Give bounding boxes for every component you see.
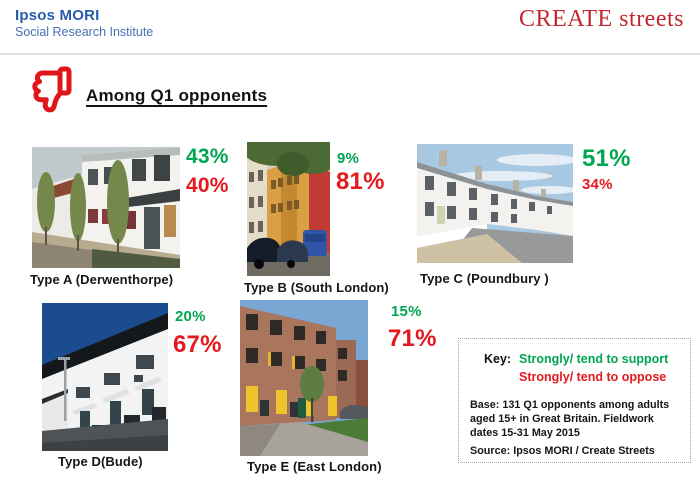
type-a-house-image bbox=[32, 147, 180, 268]
base-note: Base: 131 Q1 opponents among adults aged… bbox=[470, 399, 670, 439]
type-e-support-value: 15% bbox=[391, 303, 422, 320]
type-b-oppose-value: 81% bbox=[336, 168, 385, 195]
type-d-label: Type D(Bude) bbox=[58, 454, 143, 469]
section-title: Among Q1 opponents bbox=[86, 86, 268, 105]
type-b-label: Type B (South London) bbox=[244, 280, 389, 295]
type-d-support-value: 20% bbox=[175, 308, 206, 325]
type-c-house-image bbox=[417, 144, 573, 263]
type-a-label: Type A (Derwenthorpe) bbox=[30, 272, 174, 287]
type-c-label: Type C (Poundbury ) bbox=[420, 271, 549, 286]
type-c-support-value: 51% bbox=[582, 145, 631, 172]
source-note: Source: Ipsos MORI / Create Streets bbox=[470, 445, 655, 457]
header-divider bbox=[0, 53, 700, 55]
thumbs-down-icon bbox=[23, 64, 75, 118]
type-e-photo bbox=[240, 300, 368, 456]
type-a-support-value: 43% bbox=[186, 145, 229, 168]
ipsos-mori-logo: Ipsos MORI Social Research Institute bbox=[15, 7, 153, 39]
create-streets-brand: CREATE streets bbox=[519, 6, 684, 32]
type-b-house-image bbox=[247, 142, 330, 276]
type-d-oppose-value: 67% bbox=[173, 331, 222, 358]
key-support-text: Strongly/ tend to support bbox=[519, 352, 669, 366]
type-e-house-image bbox=[240, 300, 368, 456]
type-d-photo bbox=[42, 303, 168, 451]
type-a-photo bbox=[32, 147, 180, 268]
type-b-photo bbox=[247, 142, 330, 276]
type-a-oppose-value: 40% bbox=[186, 174, 229, 197]
key-box: Key: Strongly/ tend to support Strongly/… bbox=[458, 338, 691, 463]
type-d-house-image bbox=[42, 303, 168, 451]
logo-subtitle: Social Research Institute bbox=[15, 25, 154, 39]
key-oppose-text: Strongly/ tend to oppose bbox=[519, 370, 667, 384]
type-c-photo bbox=[417, 144, 573, 263]
type-e-oppose-value: 71% bbox=[388, 325, 437, 352]
type-c-oppose-value: 34% bbox=[582, 176, 613, 193]
key-label: Key: bbox=[484, 352, 512, 366]
logo-title: Ipsos MORI bbox=[15, 7, 100, 24]
type-b-support-value: 9% bbox=[337, 150, 360, 167]
type-e-label: Type E (East London) bbox=[247, 459, 382, 474]
